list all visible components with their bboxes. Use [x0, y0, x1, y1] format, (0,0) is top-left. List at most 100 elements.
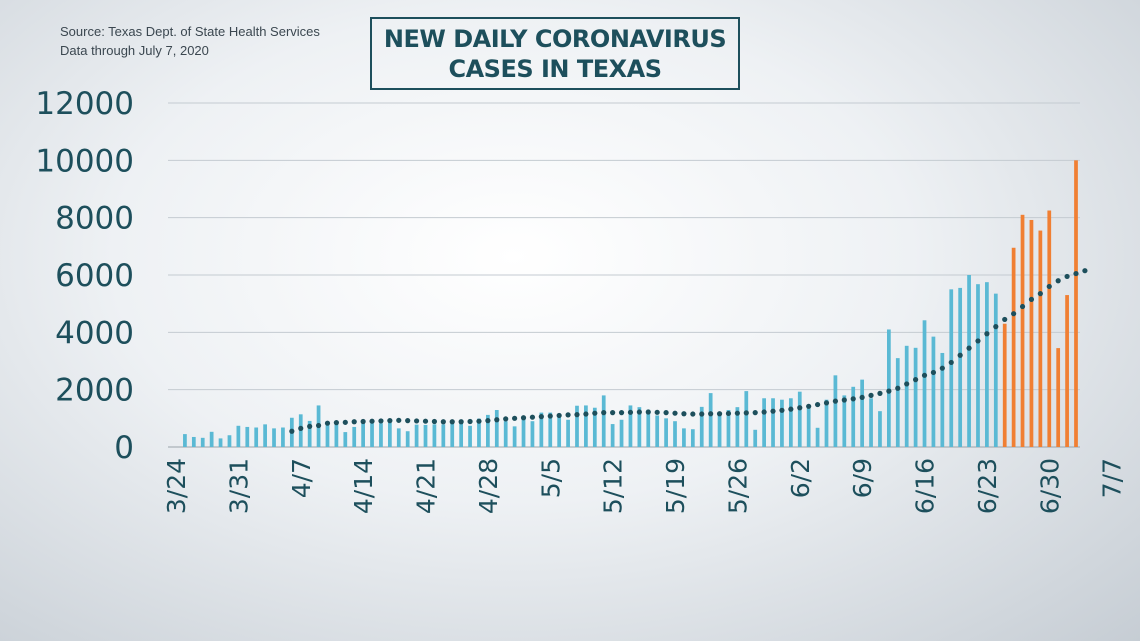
- average-dot: [556, 412, 562, 419]
- case-bar: [575, 405, 579, 447]
- average-dot: [405, 418, 411, 424]
- average-dot: [672, 410, 678, 416]
- case-bar: [530, 421, 535, 447]
- average-dot: [512, 415, 518, 421]
- average-dot: [458, 419, 464, 425]
- case-bar: [869, 398, 873, 447]
- y-tick-label: 8000: [55, 201, 134, 237]
- case-bar: [548, 412, 553, 447]
- x-tick-label: 5/26: [723, 458, 752, 514]
- average-dot: [529, 414, 536, 420]
- case-bar: [1047, 210, 1052, 447]
- average-dot: [663, 410, 669, 416]
- case-bar: [370, 423, 374, 447]
- average-dot: [449, 419, 455, 425]
- average-dot: [868, 392, 874, 398]
- case-bar: [227, 435, 232, 447]
- x-tick-label: 5/12: [599, 458, 628, 514]
- average-dot: [1064, 273, 1070, 280]
- source-note: Source: Texas Dept. of State Health Serv…: [60, 22, 320, 60]
- case-bar: [673, 421, 677, 447]
- average-dot: [360, 418, 366, 425]
- source-line: Source: Texas Dept. of State Health Serv…: [60, 24, 320, 39]
- average-dot: [904, 381, 910, 387]
- case-bar: [931, 336, 936, 447]
- case-bar: [744, 391, 749, 447]
- average-dot: [645, 409, 651, 415]
- case-bar: [432, 424, 437, 447]
- x-tick-label: 6/23: [973, 458, 1002, 514]
- average-dot: [333, 420, 339, 426]
- case-bar: [405, 431, 410, 447]
- average-dot: [396, 417, 402, 423]
- case-bar: [601, 395, 606, 447]
- case-bar: [361, 423, 365, 447]
- case-bar: [468, 425, 472, 447]
- average-dot: [476, 418, 482, 424]
- case-bar: [664, 418, 668, 447]
- case-bar: [913, 347, 918, 447]
- average-dot: [610, 410, 616, 416]
- case-bar: [806, 408, 811, 447]
- average-dot: [387, 418, 393, 424]
- case-bar: [584, 405, 588, 447]
- x-axis-ticks: 3/24 3/31 4/7 4/14 4/21 4/28 5/5 5/12 5/19 5/26 6/…: [162, 458, 1127, 514]
- case-bar: [753, 429, 758, 447]
- average-dot: [734, 410, 740, 416]
- average-dot: [574, 412, 580, 418]
- average-dot: [298, 425, 304, 431]
- case-bar: [976, 284, 980, 447]
- case-bar: [940, 352, 945, 447]
- average-dot: [806, 403, 812, 409]
- average-dot: [654, 409, 660, 415]
- daily-case-bars: [183, 160, 1078, 448]
- average-dot: [850, 396, 856, 402]
- case-bar: [887, 329, 891, 447]
- average-dot: [814, 401, 821, 408]
- average-dot: [538, 414, 544, 420]
- case-bar: [833, 375, 838, 447]
- case-bar: [922, 320, 927, 447]
- average-dot: [369, 418, 375, 424]
- case-bar: [851, 386, 856, 447]
- average-dot: [1011, 311, 1017, 317]
- case-bar: [708, 393, 713, 447]
- x-tick-label: 6/9: [848, 458, 877, 498]
- average-dot: [1037, 291, 1043, 297]
- average-dot: [725, 410, 732, 417]
- case-bar: [334, 422, 339, 447]
- case-bar: [824, 399, 829, 447]
- y-tick-label: 12000: [35, 86, 134, 122]
- case-bar: [1029, 219, 1034, 447]
- case-bar: [539, 412, 544, 447]
- case-bar: [191, 436, 196, 447]
- average-dot: [797, 405, 803, 411]
- average-dot: [681, 411, 687, 417]
- average-dot: [413, 418, 420, 424]
- case-bar: [272, 428, 276, 447]
- average-dot: [832, 398, 839, 404]
- average-dot: [1073, 270, 1079, 277]
- case-bar: [183, 434, 187, 447]
- case-bar: [655, 415, 660, 447]
- case-bar: [209, 431, 214, 447]
- case-bar: [797, 391, 802, 447]
- case-bar: [699, 406, 704, 447]
- case-bar: [780, 399, 784, 447]
- average-dot: [485, 418, 491, 424]
- average-dot: [351, 419, 357, 425]
- y-tick-label: 2000: [55, 373, 134, 409]
- case-bar: [254, 427, 259, 447]
- case-bar: [878, 411, 882, 447]
- average-dot: [547, 413, 553, 419]
- average-dot: [1028, 296, 1035, 302]
- case-bar: [637, 407, 642, 447]
- average-dot: [378, 418, 384, 424]
- case-bar: [245, 426, 250, 447]
- case-bar: [379, 423, 383, 447]
- case-bar: [904, 345, 909, 447]
- case-bar: [735, 407, 740, 447]
- x-tick-label: 5/5: [536, 458, 565, 498]
- average-dot: [583, 411, 589, 417]
- x-tick-label: 5/19: [661, 458, 690, 514]
